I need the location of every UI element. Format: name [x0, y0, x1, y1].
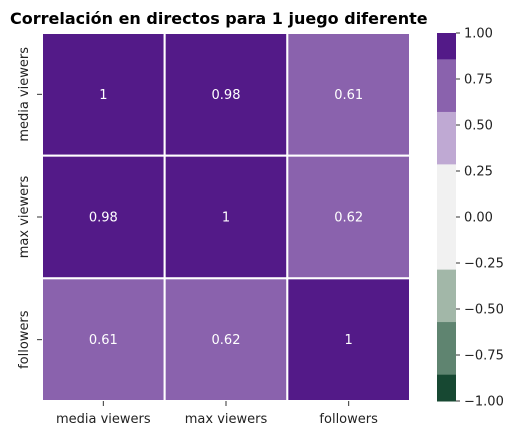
colorbar-band [437, 111, 456, 165]
colorbar-band [437, 374, 456, 402]
colorbar-band [437, 33, 456, 60]
cell-value-label: 1 [345, 333, 353, 348]
colorbar: 1.00 0.75 0.50 0.25 0.00 −0.25 −0.50 −0.75 −1.00 [437, 27, 504, 410]
x-tick-label: followers [319, 412, 378, 427]
heatmap-cell [286, 154, 412, 280]
cell-value-label: 0.62 [334, 211, 363, 226]
heatmap-cell [286, 32, 412, 157]
colorbar-tick-label: −0.50 [464, 303, 504, 318]
y-tick-label: followers [17, 310, 32, 369]
cell-value-label: 1 [222, 211, 230, 226]
colorbar-tick-label: −1.00 [464, 395, 504, 410]
x-axis-ticks: media viewers max viewers followers [56, 401, 378, 427]
colorbar-tick-label: 0.75 [464, 73, 493, 88]
cell-value-label: 1 [99, 88, 107, 103]
colorbar-tick-label: 0.00 [464, 211, 493, 226]
x-tick-label: max viewers [185, 412, 268, 427]
colorbar-band [437, 164, 456, 218]
colorbar-tick-label: 0.25 [464, 165, 493, 180]
cell-value-label: 0.98 [212, 88, 241, 103]
cell-value-label: 0.62 [212, 333, 241, 348]
chart-title: Correlación en directos para 1 juego dif… [10, 9, 428, 28]
heatmap-cell [41, 32, 166, 157]
colorbar-band [437, 269, 456, 323]
colorbar-band [437, 59, 456, 113]
colorbar-tick-label: −0.75 [464, 349, 504, 364]
heatmap-cell [163, 32, 289, 157]
heatmap-cells: 1 0.98 0.61 0.98 1 0.62 0.61 0.62 1 [41, 32, 412, 403]
heatmap-cell [163, 277, 289, 403]
colorbar-band [437, 217, 456, 271]
colorbar-tick-label: −0.25 [464, 257, 504, 272]
cell-value-label: 0.61 [89, 333, 118, 348]
y-axis-ticks: media viewers max viewers followers [17, 47, 42, 369]
cell-value-label: 0.61 [334, 88, 363, 103]
y-tick-label: media viewers [17, 47, 32, 142]
colorbar-band [437, 322, 456, 376]
y-tick-label: max viewers [17, 176, 32, 259]
x-tick-label: media viewers [56, 412, 151, 427]
colorbar-tick-label: 0.50 [464, 119, 493, 134]
colorbar-tick-label: 1.00 [464, 27, 493, 42]
cell-value-label: 0.98 [89, 211, 118, 226]
